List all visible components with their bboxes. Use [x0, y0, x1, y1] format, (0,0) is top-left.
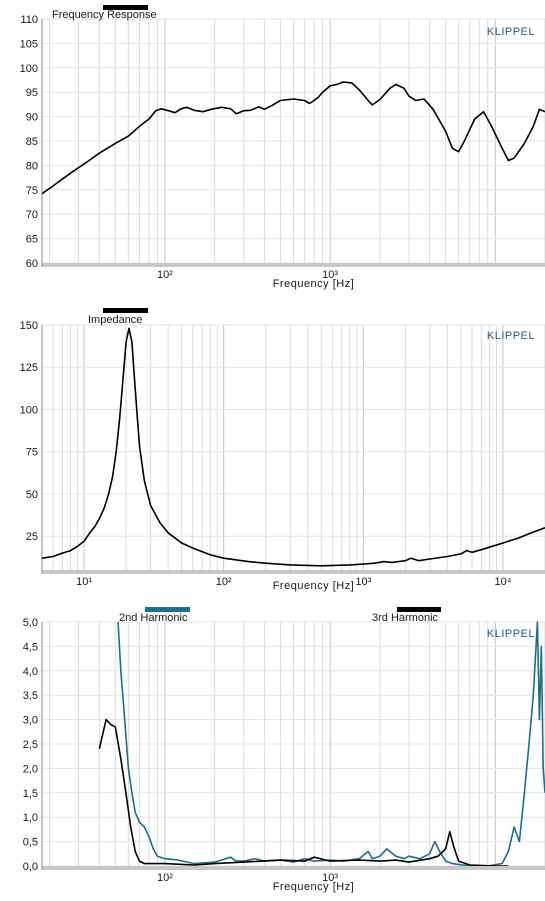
y-tick-label: 60	[26, 258, 38, 270]
x-tick-label: 10¹	[76, 576, 92, 588]
y-tick-label: 2,0	[23, 763, 38, 775]
y-tick-label: 100	[20, 404, 38, 416]
grid-lines	[41, 324, 545, 570]
y-tick-label: 70	[26, 209, 38, 221]
legend-label: 2nd Harmonic	[119, 612, 188, 624]
y-tick-label: 5,0	[23, 617, 38, 629]
y-tick-label: 3,0	[23, 715, 38, 727]
y-tick-label: 90	[26, 112, 38, 124]
y-tick-label: 75	[26, 185, 38, 197]
x-axis-label: Frequency [Hz]	[273, 881, 355, 893]
x-tick-label: 10²	[157, 872, 173, 884]
y-tick-label: 95	[26, 87, 38, 99]
legend-swatch	[397, 607, 441, 612]
series-line-1	[42, 81, 545, 195]
y-tick-label: 0,0	[23, 861, 38, 873]
series-line-1	[42, 327, 545, 567]
legend-swatch	[145, 607, 190, 612]
x-axis-band	[42, 866, 545, 870]
chart-title: Frequency Response	[52, 9, 157, 21]
series-line-1	[117, 621, 545, 866]
y-tick-label: 125	[20, 362, 38, 374]
legend-swatch	[103, 308, 148, 313]
chart-title: Impedance	[88, 314, 142, 326]
y-tick-label: 75	[26, 447, 38, 459]
y-tick-label: 50	[26, 489, 38, 501]
y-tick-label: 4,0	[23, 666, 38, 678]
grid-lines	[42, 621, 545, 867]
series-line-2	[98, 718, 509, 866]
brand-logo-text: KLIPPEL	[487, 26, 535, 38]
y-tick-label: 80	[26, 160, 38, 172]
y-tick-label: 105	[20, 38, 38, 50]
x-tick-label: 10³	[322, 872, 338, 884]
y-tick-label: 25	[26, 531, 38, 543]
y-tick-label: 0,5	[23, 837, 38, 849]
y-tick-label: 110	[20, 14, 38, 26]
brand-logo-text: KLIPPEL	[487, 330, 535, 342]
chart-panel-3: 0,0 0,5 1,0 1,5 2,0 2,5 3,0 3,5 4,0 4,5 5,0 10² 10³F…	[23, 607, 545, 893]
x-tick-label: 10³	[322, 269, 338, 281]
x-tick-label: 10²	[216, 576, 232, 588]
y-tick-label: 3,5	[23, 690, 38, 702]
chart-panel-2: 25 50 75 100 125 150 10¹ 10² 10³ 10⁴ Frequency [Hz…	[20, 308, 545, 592]
x-axis-label: Frequency [Hz]	[273, 580, 355, 592]
x-tick-label: 10³	[355, 576, 371, 588]
y-tick-label: 1,5	[23, 788, 38, 800]
x-tick-label: 10²	[157, 269, 173, 281]
grid-lines	[42, 18, 545, 264]
x-axis-label: Frequency [Hz]	[273, 278, 355, 290]
y-tick-label: 4,5	[23, 641, 38, 653]
y-tick-label: 85	[26, 136, 38, 148]
legend-label: 3rd Harmonic	[372, 612, 439, 624]
y-tick-label: 2,5	[23, 739, 38, 751]
y-tick-label: 1,0	[23, 812, 38, 824]
x-axis-band	[42, 570, 545, 574]
x-tick-label: 10⁴	[494, 576, 511, 588]
legend-swatch	[103, 5, 148, 10]
brand-logo-text: KLIPPEL	[487, 628, 535, 640]
y-tick-label: 100	[20, 63, 38, 75]
x-axis-band	[42, 263, 545, 267]
y-tick-label: 65	[26, 234, 38, 246]
y-tick-label: 150	[20, 320, 38, 332]
